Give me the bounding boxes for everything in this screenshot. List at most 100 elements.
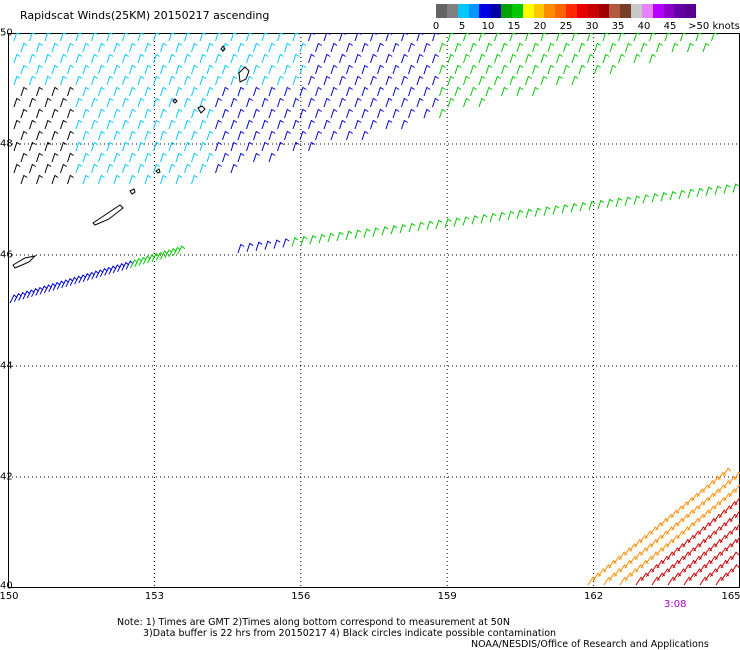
wind-barb (423, 64, 431, 75)
wind-barb (516, 64, 524, 75)
wind-barb (308, 119, 315, 130)
wind-barb (237, 130, 245, 141)
wind-barb (29, 141, 36, 152)
wind-barb (416, 33, 424, 42)
wind-barb (563, 42, 570, 53)
wind-barb (478, 33, 486, 42)
wind-barb (206, 152, 214, 163)
wind-barb (563, 64, 570, 75)
wind-barb (309, 234, 317, 245)
wind-barb (13, 75, 21, 86)
wind-barb (292, 119, 300, 130)
wind-barb (113, 174, 121, 185)
wind-barb (292, 141, 300, 152)
wind-barb (191, 130, 198, 141)
wind-barb (525, 33, 532, 42)
wind-barb (633, 33, 641, 42)
wind-barb (129, 64, 136, 75)
wind-barb (292, 97, 300, 108)
color-scale-swatch (436, 4, 448, 18)
wind-barb (454, 42, 462, 53)
wind-barb (299, 42, 307, 53)
wind-barb (401, 53, 408, 64)
wind-barb (122, 33, 129, 42)
latitude-label: 44 (0, 360, 13, 372)
wind-barb (230, 163, 238, 174)
wind-barb (168, 53, 176, 64)
wind-barb (339, 119, 346, 130)
wind-barb (75, 141, 83, 152)
wind-barb (370, 33, 377, 42)
wind-barb (330, 108, 338, 119)
wind-barb (113, 64, 121, 75)
wind-barb (230, 97, 238, 108)
wind-barb (660, 192, 668, 202)
wind-barb (172, 246, 181, 256)
wind-barb (237, 64, 245, 75)
color-scale-swatch (501, 4, 513, 18)
latitude-label: 50 (0, 27, 13, 39)
wind-barb (82, 86, 90, 97)
wind-barb (253, 152, 260, 163)
wind-barb (323, 75, 331, 86)
wind-barb (206, 64, 214, 75)
wind-barb (191, 108, 198, 119)
color-scale-label: >50 knots (688, 21, 740, 32)
wind-barb (606, 198, 614, 209)
wind-barb (439, 108, 446, 119)
wind-barb (175, 108, 183, 119)
wind-barb (246, 33, 253, 42)
wind-barb (125, 260, 134, 270)
wind-barb (184, 119, 191, 130)
wind-barb (439, 64, 446, 75)
wind-barb (60, 119, 67, 130)
wind-barb (292, 33, 300, 42)
wind-barb (184, 97, 191, 108)
wind-barb (318, 233, 326, 244)
wind-barb (470, 64, 477, 75)
wind-barb (361, 130, 369, 141)
wind-barb (447, 53, 455, 64)
wind-barb (453, 217, 461, 227)
wind-barb (91, 33, 98, 42)
wind-barb (137, 141, 145, 152)
wind-barb (687, 42, 694, 53)
wind-barb (51, 130, 59, 141)
wind-barb (160, 130, 167, 141)
wind-barb (392, 86, 400, 97)
wind-barb (175, 152, 183, 163)
map-title: Rapidscat Winds(25KM) 20150217 ascending (20, 9, 270, 22)
wind-barb (65, 277, 74, 288)
wind-barb (36, 108, 43, 119)
wind-barb (60, 141, 67, 152)
wind-barb (168, 141, 176, 152)
wind-barb (435, 219, 443, 229)
wind-barb (98, 64, 105, 75)
wind-barb (587, 33, 594, 42)
color-scale-swatch (522, 4, 534, 18)
wind-barb (91, 163, 98, 174)
coastline (197, 105, 206, 114)
wind-barb (696, 187, 704, 198)
wind-barb (82, 174, 90, 185)
note-line-2: 3)Data buffer is 22 hrs from 20150217 4)… (143, 628, 557, 639)
wind-barb (44, 33, 52, 42)
longitude-label: 153 (144, 591, 164, 602)
wind-barb (432, 33, 439, 42)
wind-barb (175, 174, 183, 185)
coastline (172, 98, 178, 104)
coastline (238, 66, 250, 83)
wind-barb (191, 64, 198, 75)
wind-barb (104, 266, 113, 276)
wind-barb (552, 205, 560, 215)
wind-barb (39, 285, 48, 295)
wind-barb (408, 64, 415, 75)
wind-barb (291, 237, 299, 247)
wind-barb (51, 64, 59, 75)
wind-barb (540, 75, 548, 86)
wind-barb (571, 75, 579, 86)
wind-barb (20, 152, 28, 163)
wind-barb (230, 33, 238, 42)
wind-barb (408, 86, 415, 97)
color-scale-label: 25 (559, 21, 573, 32)
